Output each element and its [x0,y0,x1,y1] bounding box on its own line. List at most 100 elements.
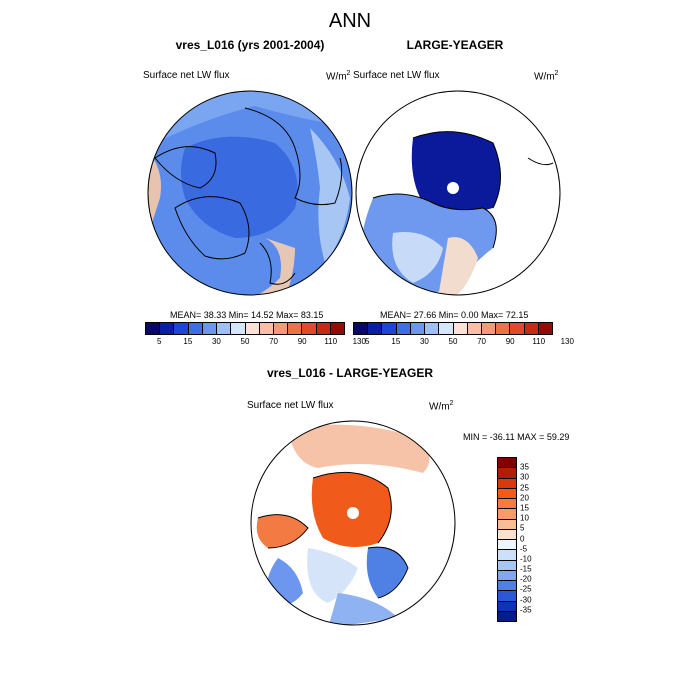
panel1-colorbar-tick-label: 30 [211,337,221,346]
panel2-variable-label: Surface net LW flux [353,70,440,81]
panel2-colorbar-tick-label: 15 [391,337,401,346]
panel1-colorbar-swatch [316,323,331,334]
panel1-colorbar-swatch [188,323,203,334]
diff-colorbar-swatch [498,570,516,581]
panel1-colorbar-swatch [146,323,161,334]
panel1-colorbar-swatch [273,323,289,334]
diff-polar-map [250,420,456,626]
panel2-colorbar-swatch [496,323,511,334]
diff-colorbar-tick-label: -25 [520,584,532,594]
panel1-coastline-siberia [244,107,343,206]
panel1-colorbar-tick-label: 130 [352,337,366,346]
panel2-colorbar-swatch [481,323,497,334]
panel1-stats: MEAN= 38.33 Min= 14.52 Max= 83.15 [170,310,324,320]
panel2-field-pale [392,232,443,283]
diff-coastline-c [367,546,409,599]
diff-colorbar-swatch [498,529,516,540]
diff-field-cool-south [328,593,398,625]
panel2-colorbar-tick-label: 50 [448,337,458,346]
diff-colorbar-swatch [498,458,516,469]
panel2-colorbar-swatch [396,323,411,334]
panel2-colorbar-tick-label: 70 [477,337,487,346]
panel2-colorbar-tick-label: 110 [532,337,546,346]
panel1-field-pale [310,128,350,263]
panel1-colorbar-tick-label: 70 [269,337,279,346]
panel2-colorbar-ticks: 5 15 30 50 70 90 110 130 [353,337,574,349]
diff-panel-title: vres_L016 - LARGE-YEAGER [266,366,434,380]
diff-coastline-b [257,514,309,549]
diff-colorbar-swatch [498,488,516,499]
panel1-polar-map [147,90,353,296]
panel2-arctic-field [411,131,501,212]
diff-colorbar-swatch [498,560,516,571]
panel2-coastline-c [527,157,554,166]
panel2-colorbar-swatch [382,323,397,334]
panel2-colorbar [353,322,553,335]
diff-colorbar-tick-label: 5 [520,523,525,533]
diff-colorbar-swatch [498,519,516,530]
panel2-colorbar-swatch [524,323,539,334]
diff-pole-gap [347,507,359,519]
diff-colorbar-tick-label: 30 [520,472,529,482]
panel2-coastline-a [372,193,497,249]
diff-colorbar-tick-label: 35 [520,462,529,472]
panel2-colorbar-swatch [368,323,383,334]
diff-colorbar-swatch [498,601,516,612]
diff-coastline-a [312,471,392,544]
panel1-colorbar-tick-label: 5 [157,337,162,346]
panel2-colorbar-swatch [538,323,553,334]
diff-colorbar-tick-label: 10 [520,513,529,523]
diff-colorbar-tick-label: -20 [520,574,532,584]
panel2-polar-map [355,90,561,296]
panel1-coastline-canada [154,146,217,189]
panel2-stats: MEAN= 27.66 Min= 0.00 Max= 72.15 [380,310,529,320]
panel1-colorbar-swatch [259,323,274,334]
diff-colorbar-tick-label: -15 [520,564,532,574]
panel1-colorbar-tick-label: 15 [183,337,193,346]
diff-field-pale [307,548,358,603]
diff-colorbar-tick-label: 15 [520,503,529,513]
diff-colorbar-tick-label: -35 [520,605,532,615]
figure-title: ANN [328,10,372,32]
panel2-map-border [355,90,561,296]
panel1-colorbar-swatch [231,323,246,334]
panel1-colorbar-ticks: 5 15 30 50 70 90 110 130 [145,337,366,349]
diff-colorbar-swatch [498,540,516,551]
panel1-colorbar [145,322,345,335]
panel2-colorbar-swatch [354,323,369,334]
panel1-coastline-scandinavia [259,242,296,285]
panel1-units: W/m2 [326,70,351,83]
diff-colorbar-ticks: 35 30 25 20 15 10 5 0 -5 -10 -15 -20 -25 -30 -35 [520,457,550,622]
panel1-colorbar-swatch [174,323,189,334]
panel1-coastline-greenland [174,196,250,260]
panel2-colorbar-swatch [510,323,525,334]
panel2-colorbar-tick-label: 90 [505,337,515,346]
panel1-colorbar-swatch [302,323,317,334]
panel1-colorbar-swatch [217,323,232,334]
diff-colorbar-tick-label: -30 [520,595,532,605]
diff-colorbar-swatch [498,550,516,561]
panel1-colorbar-swatch [160,323,175,334]
panel2-colorbar-swatch [410,323,426,334]
panel2-colorbar-tick-label: 5 [365,337,370,346]
panel2-coastline-b [412,131,501,209]
diff-colorbar-swatch [498,591,516,602]
panel1-map-border [147,90,353,296]
diff-colorbar-tick-label: 20 [520,493,529,503]
panel2-colorbar-tick-label: 130 [560,337,574,346]
panel1-colorbar-swatch [202,323,218,334]
panel1-colorbar-swatch [245,323,260,334]
diff-colorbar-swatch [498,581,516,592]
diff-colorbar-swatch [498,478,516,489]
panel1-colorbar-tick-label: 50 [240,337,250,346]
diff-field-warm-west [256,514,308,548]
panel2-colorbar-swatch [453,323,468,334]
diff-colorbar-swatch [498,611,516,621]
panel2-colorbar-swatch [425,323,440,334]
diff-variable-label: Surface net LW flux [247,400,334,411]
diff-field-warm-north [288,424,430,473]
panel1-colorbar-swatch [330,323,345,334]
panel1-title: vres_L016 (yrs 2001-2004) [175,38,325,52]
panel1-colorbar-tick-label: 90 [297,337,307,346]
panel1-colorbar-tick-label: 110 [324,337,338,346]
